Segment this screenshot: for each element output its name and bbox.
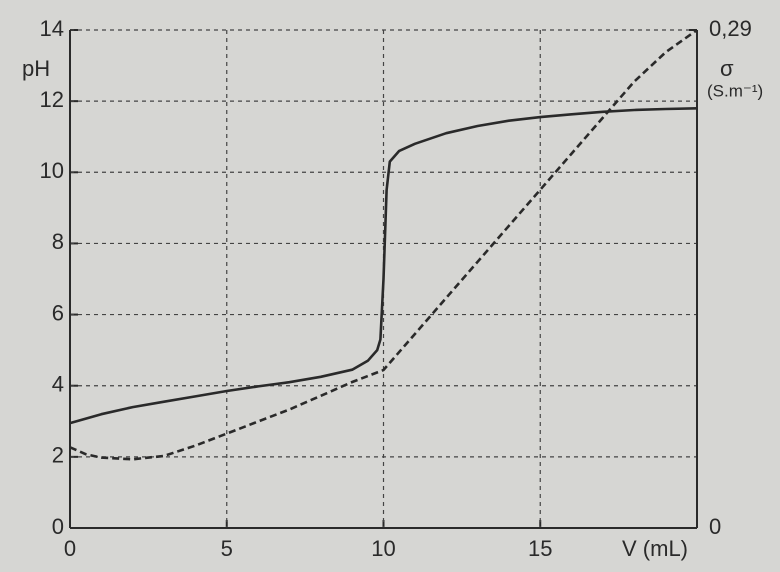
data-line: [69, 107, 698, 425]
y2-axis-label: σ: [720, 56, 734, 81]
x-axis-label: V (mL): [622, 536, 688, 561]
y-axis-label: pH: [22, 56, 50, 81]
y2-tick-label: 0: [709, 514, 721, 539]
y-tick-label: 4: [52, 372, 64, 397]
y-tick-label: 2: [52, 443, 64, 468]
y2-axis-unit: (S.m⁻¹): [707, 81, 763, 100]
x-tick-label: 15: [528, 536, 552, 561]
y-tick-label: 12: [40, 87, 64, 112]
x-tick-label: 5: [221, 536, 233, 561]
y-tick-label: 14: [40, 16, 64, 41]
y-tick-label: 0: [52, 514, 64, 539]
data-line: [69, 28, 698, 461]
y2-tick-label: 0,29: [709, 16, 752, 41]
x-tick-label: 0: [64, 536, 76, 561]
y-tick-label: 8: [52, 229, 64, 254]
y-tick-label: 10: [40, 158, 64, 183]
y-tick-label: 6: [52, 300, 64, 325]
x-tick-label: 10: [371, 536, 395, 561]
